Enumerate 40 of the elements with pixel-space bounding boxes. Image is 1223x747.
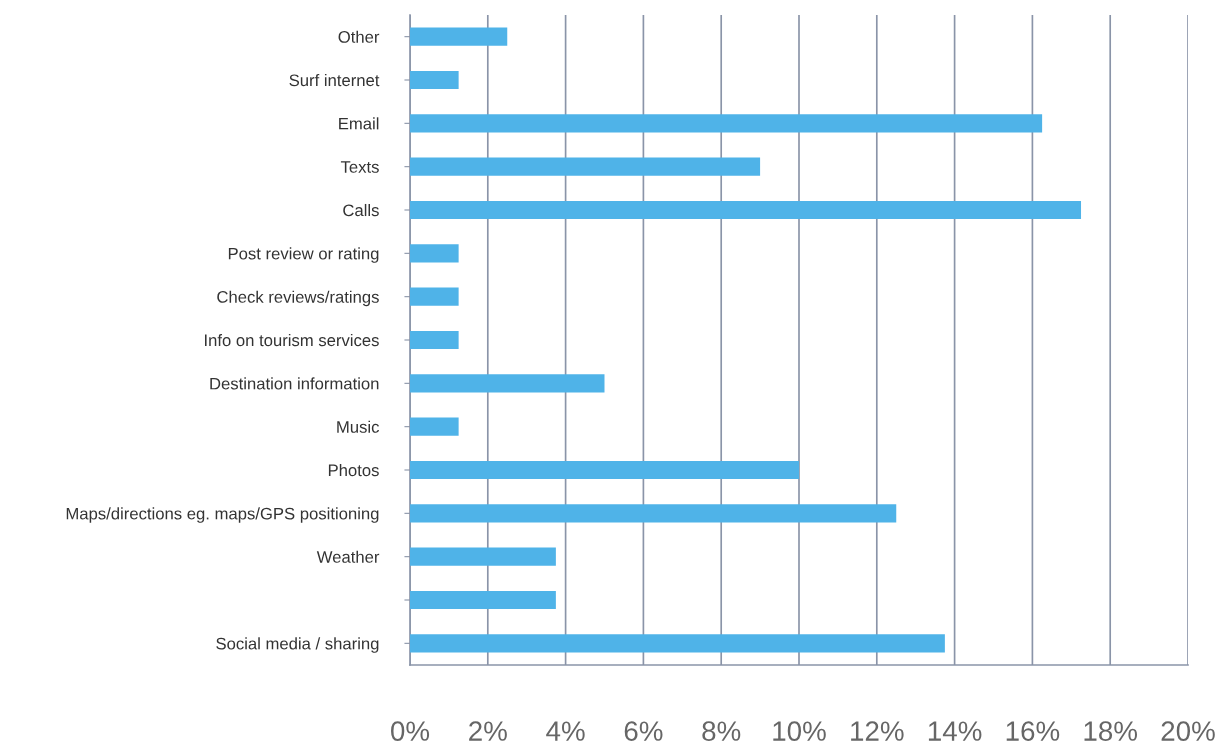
bar	[410, 330, 459, 350]
y-tick-label: Surf internet	[289, 73, 380, 87]
y-tick-label: Check reviews/ratings	[217, 290, 379, 307]
bar	[410, 200, 1082, 220]
y-tick-label: Social media / sharing	[216, 637, 379, 653]
bar	[410, 374, 605, 393]
bar	[410, 547, 556, 566]
y-tick-label: Destination information	[210, 377, 379, 390]
bar	[410, 114, 1043, 133]
bar	[410, 460, 799, 480]
bar	[410, 70, 459, 90]
y-tick-label: Email	[339, 117, 379, 130]
y-tick-label: Photos	[328, 463, 379, 477]
y-tick-label: Info on tourism services	[205, 333, 379, 347]
bar	[410, 417, 459, 436]
x-tick-label: 6%	[624, 721, 663, 741]
y-tick-label: Weather	[316, 550, 380, 563]
bar	[410, 287, 459, 306]
x-tick-label: 18%	[1084, 721, 1138, 741]
x-tick-label: 12%	[851, 721, 904, 741]
x-tick-label: 20%	[1161, 721, 1215, 741]
y-tick-label: Texts	[340, 161, 379, 173]
y-tick-label: Post review or rating	[228, 247, 379, 263]
x-tick-label: 4%	[546, 721, 585, 741]
y-tick-label: Music	[337, 420, 380, 433]
bar	[410, 634, 945, 653]
x-tick-label: 10%	[773, 721, 826, 741]
bar	[410, 590, 556, 610]
y-tick-label: Calls	[343, 203, 379, 217]
x-tick-label: 0%	[391, 721, 430, 741]
x-tick-label: 14%	[928, 721, 982, 741]
x-tick-label: 2%	[469, 721, 507, 741]
bar	[410, 504, 897, 523]
bar	[410, 244, 459, 263]
y-tick-label: Maps/directions eg. maps/GPS positioning	[66, 507, 379, 523]
y-tick-label: Other	[338, 30, 380, 43]
bar	[410, 27, 508, 46]
bar	[410, 157, 761, 176]
x-tick-label: 16%	[1006, 721, 1060, 741]
x-tick-label: 8%	[702, 721, 741, 741]
